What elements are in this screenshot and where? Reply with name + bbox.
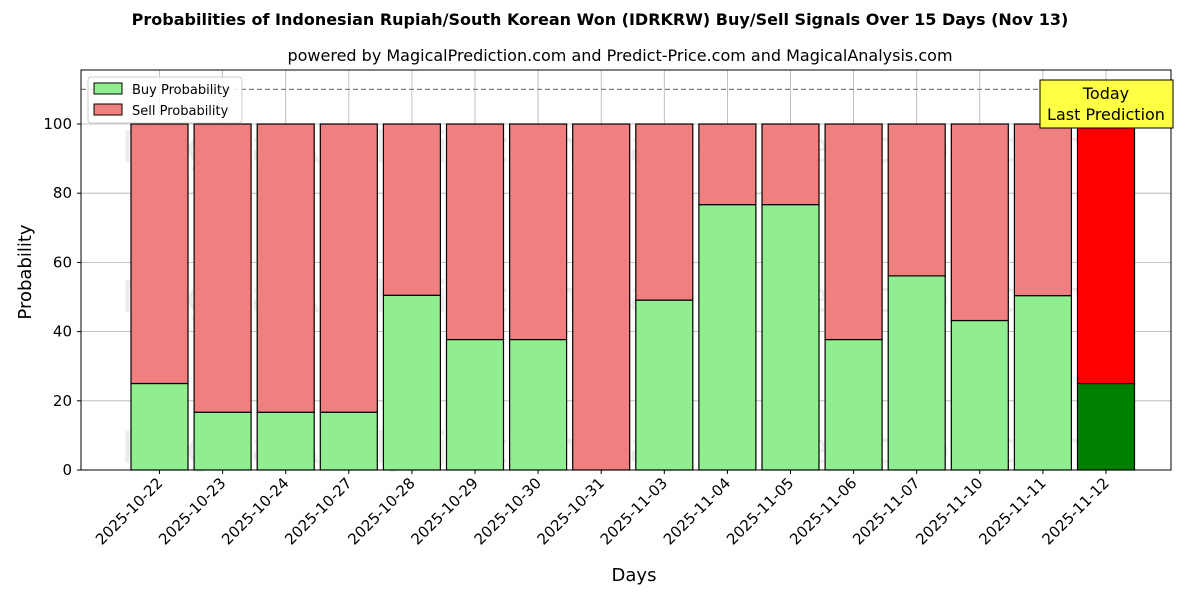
x-tick-label: 2025-11-11 <box>975 474 1049 548</box>
y-tick-label: 20 <box>53 392 72 410</box>
sell-bar <box>698 123 757 206</box>
today-annotation: Today Last Prediction <box>1039 79 1174 129</box>
buy-bar <box>635 299 694 471</box>
buy-bar <box>319 411 378 471</box>
sell-bar <box>193 123 252 413</box>
annotation-line1: Today <box>1082 84 1129 103</box>
sell-bar <box>509 123 568 341</box>
x-tick-label: 2025-11-07 <box>849 474 923 548</box>
x-tick-label: 2025-10-24 <box>218 474 292 548</box>
buy-bar <box>824 338 883 471</box>
y-tick-label: 40 <box>53 323 72 341</box>
buy-bar <box>193 411 252 471</box>
x-tick-label: 2025-11-06 <box>786 474 860 548</box>
sell-bar <box>1013 123 1073 297</box>
bars <box>130 123 1136 471</box>
legend-sell-swatch <box>93 103 123 116</box>
y-tick-label: 0 <box>62 461 72 479</box>
buy-bar <box>950 319 1009 471</box>
chart-subtitle: powered by MagicalPrediction.com and Pre… <box>287 46 953 65</box>
x-tick-label: 2025-11-03 <box>597 474 671 548</box>
x-tick-label: 2025-10-28 <box>344 474 418 548</box>
x-tick-label: 2025-10-29 <box>407 474 481 548</box>
x-tick-label: 2025-11-10 <box>912 474 986 548</box>
sell-bar <box>761 123 820 206</box>
sell-bar <box>635 123 694 301</box>
sell-bar <box>445 123 505 341</box>
chart-title: Probabilities of Indonesian Rupiah/South… <box>131 10 1069 29</box>
legend-buy-swatch <box>93 82 123 95</box>
buy-bar <box>1013 295 1073 471</box>
buy-bar <box>445 338 505 471</box>
y-axis-label: Probability <box>15 224 36 319</box>
legend-buy-label: Buy Probability <box>132 83 230 98</box>
sell-bar <box>572 123 631 471</box>
y-tick-label: 60 <box>53 253 72 271</box>
sell-bar <box>1076 123 1136 385</box>
x-tick-label: 2025-10-31 <box>534 474 608 548</box>
buy-bar <box>1076 382 1136 471</box>
x-tick-label: 2025-10-27 <box>281 474 355 548</box>
x-axis: 2025-10-222025-10-232025-10-242025-10-27… <box>92 470 1113 548</box>
buy-bar <box>887 275 946 471</box>
x-tick-label: 2025-10-30 <box>471 474 545 548</box>
y-tick-label: 80 <box>53 184 72 202</box>
sell-bar <box>256 123 315 413</box>
x-tick-label: 2025-11-04 <box>660 474 734 548</box>
y-tick-label: 100 <box>43 115 72 133</box>
x-tick-label: 2025-10-23 <box>155 474 229 548</box>
legend: Buy Probability Sell Probability <box>87 76 243 124</box>
plot-frame <box>80 69 1172 471</box>
x-tick-label: 2025-11-12 <box>1038 474 1112 548</box>
legend-sell-label: Sell Probability <box>132 104 229 119</box>
sell-bar <box>887 123 946 277</box>
sell-bar <box>824 123 883 341</box>
sell-bar <box>950 123 1009 322</box>
buy-bar <box>256 411 315 471</box>
x-tick-label: 2025-11-05 <box>723 474 797 548</box>
annotation-line2: Last Prediction <box>1047 105 1165 124</box>
sell-bar <box>319 123 378 413</box>
buy-bar <box>761 204 820 471</box>
sell-bar <box>382 123 441 296</box>
buy-bar <box>130 382 189 471</box>
buy-bar <box>509 338 568 471</box>
x-tick-label: 2025-10-22 <box>92 474 166 548</box>
buy-bar <box>382 294 441 471</box>
x-axis-label: Days <box>612 565 657 586</box>
y-axis: 0 20 40 60 80 100 <box>43 115 81 479</box>
buy-bar <box>698 204 757 471</box>
sell-bar <box>130 123 189 385</box>
